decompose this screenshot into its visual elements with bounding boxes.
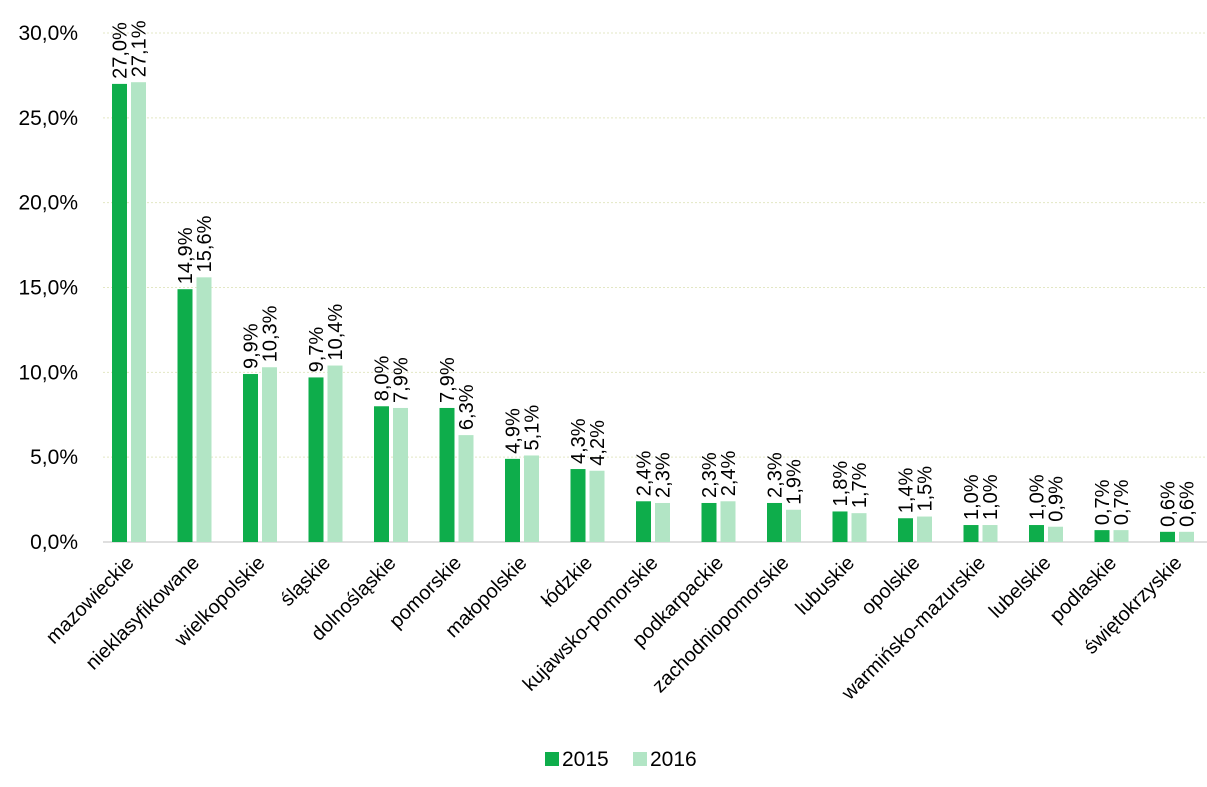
category-label: opolskie (857, 552, 924, 619)
bar-2015 (570, 469, 586, 542)
data-label-2016: 1,7% (849, 462, 871, 508)
data-label-2016: 10,3% (260, 305, 282, 362)
y-tick-label: 25,0% (18, 107, 78, 130)
bar-2016 (720, 501, 736, 542)
bar-2015 (832, 511, 848, 542)
data-label-2016: 5,1% (522, 405, 544, 451)
y-tick-label: 15,0% (18, 277, 78, 300)
data-label-2016: 1,5% (915, 466, 937, 512)
data-label-2016: 4,2% (587, 420, 609, 466)
legend-label-2016: 2016 (650, 748, 697, 771)
bar-2015 (767, 502, 782, 542)
bar-2016 (1048, 526, 1063, 542)
data-label-2015: 1,0% (1027, 474, 1049, 520)
bar-2015 (112, 83, 127, 543)
bar-2015 (177, 289, 193, 542)
data-label-2015: 7,9% (437, 357, 459, 403)
data-label-2015: 14,9% (175, 227, 197, 284)
data-label-2015: 1,0% (961, 474, 983, 520)
data-label-2016: 2,4% (718, 450, 740, 496)
data-label-2015: 2,3% (765, 452, 787, 498)
data-label-2015: 9,9% (241, 323, 263, 369)
data-label-2016: 0,9% (1046, 476, 1068, 522)
bar-2016 (262, 367, 277, 542)
data-label-2015: 4,9% (503, 408, 525, 454)
bar-2016 (458, 435, 474, 542)
category-label: śląskie (276, 552, 335, 611)
bar-2015 (636, 501, 651, 542)
legend-label-2015: 2015 (562, 748, 609, 771)
data-label-2015: 9,7% (306, 327, 328, 373)
data-label-2015: 8,0% (372, 355, 394, 401)
bar-2016 (524, 455, 539, 542)
data-label-2015: 1,8% (830, 461, 852, 507)
data-label-2016: 15,6% (194, 215, 216, 272)
x-axis-category-labels: mazowieckienieklasyfikowanewielkopolskie… (42, 552, 1187, 705)
bar-2016 (327, 365, 343, 542)
data-label-2015: 4,3% (568, 418, 590, 464)
data-label-2016: 6,3% (456, 384, 478, 430)
legend-swatch-2016 (633, 752, 647, 766)
bar-2016 (589, 470, 605, 542)
y-tick-label: 30,0% (18, 22, 78, 45)
data-label-2015: 2,4% (634, 450, 656, 496)
y-tick-label: 0,0% (30, 531, 78, 554)
bar-2016 (1113, 530, 1129, 542)
data-label-2016: 1,0% (980, 474, 1002, 520)
bar-2016 (982, 525, 998, 542)
data-label-2016: 7,9% (391, 357, 413, 403)
bar-2016 (786, 509, 801, 542)
data-label-2015: 0,7% (1092, 479, 1114, 525)
legend: 2015 2016 (545, 748, 697, 771)
bar-2016 (1179, 531, 1194, 542)
data-label-2016: 0,7% (1111, 479, 1133, 525)
y-tick-label: 10,0% (18, 361, 78, 384)
bar-2016 (655, 502, 670, 542)
category-label: lubuskie (792, 552, 859, 619)
bar-2016 (851, 513, 867, 542)
category-label: nieklasyfikowane (82, 552, 204, 674)
bar-2015 (1029, 525, 1044, 542)
data-label-2015: 2,3% (699, 452, 721, 498)
bar-2015 (374, 406, 389, 542)
bar-2016 (393, 407, 408, 542)
category-label: łódzkie (537, 552, 597, 612)
data-label-2016: 2,3% (653, 452, 675, 498)
bar-2015 (439, 407, 455, 542)
bar-2015 (308, 377, 324, 542)
y-axis-tick-labels: 0,0% 5,0% 10,0% 15,0% 20,0% 25,0% 30,0% (18, 22, 78, 554)
bars (112, 82, 1194, 543)
bar-2015 (1094, 530, 1110, 542)
y-tick-label: 20,0% (18, 192, 78, 215)
data-label-2015: 1,4% (896, 467, 918, 513)
data-label-2015: 0,6% (1158, 481, 1180, 527)
gridlines (103, 32, 1207, 543)
bar-2015 (505, 458, 520, 542)
data-label-2016: 0,6% (1177, 481, 1199, 527)
legend-swatch-2015 (545, 752, 559, 766)
bar-2015 (243, 374, 258, 542)
data-labels: 27,0%27,1% 14,9%15,6% 9,9%10,3% 9,7%10,4% 8,… (110, 20, 1199, 527)
bar-2016 (196, 277, 212, 542)
bar-2015 (898, 518, 913, 542)
data-label-2015: 27,0% (110, 22, 132, 79)
data-label-2016: 27,1% (129, 20, 151, 77)
data-label-2016: 10,4% (325, 304, 347, 361)
bar-2015 (701, 502, 717, 542)
bar-2016 (917, 516, 932, 542)
y-tick-label: 5,0% (30, 446, 78, 469)
bar-2016 (131, 82, 146, 542)
bar-2015 (963, 525, 979, 542)
bar-2015 (1160, 531, 1175, 542)
data-label-2016: 1,9% (784, 459, 806, 505)
